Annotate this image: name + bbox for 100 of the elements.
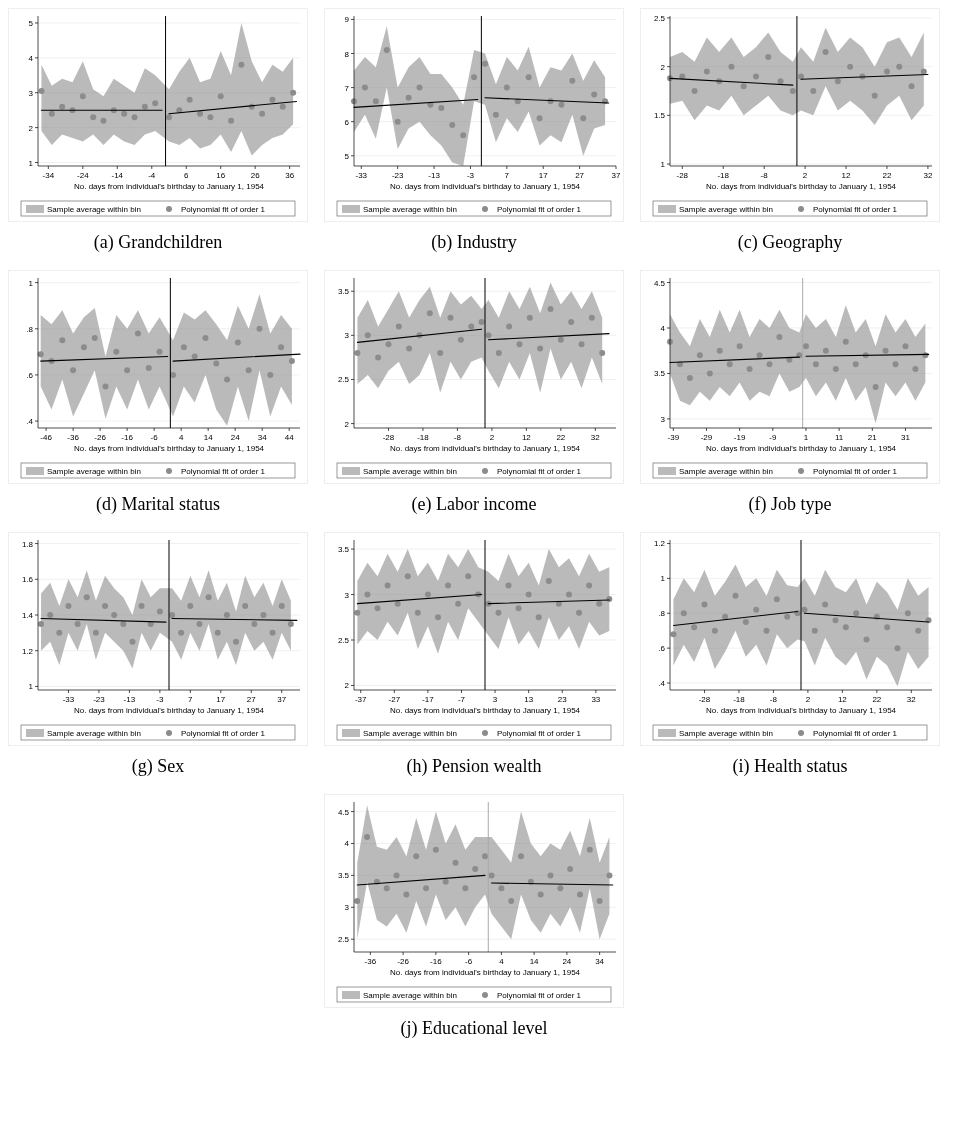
x-tick-label: -34 [42, 171, 55, 180]
x-tick-label: 13 [524, 695, 534, 704]
x-tick-label: 36 [285, 171, 295, 180]
y-tick-label: 1 [28, 158, 34, 168]
x-tick-label: -28 [382, 433, 395, 442]
text: (b) Industry [431, 232, 517, 253]
x-tick-label: 2 [802, 171, 808, 180]
text: Sample average within bin [679, 729, 773, 738]
x-tick-label: 22 [872, 695, 882, 704]
x-tick-label: 21 [867, 433, 878, 442]
y-tick-label: 2.5 [337, 636, 350, 645]
x-tick-label: 24 [562, 957, 572, 966]
y-tick-label: 3.5 [653, 369, 666, 379]
x-tick-label: -46 [40, 433, 53, 442]
x-axis-title: No. days from individual's birthday to January 1, 1954 [73, 182, 265, 191]
legend-label: Polynomial fit of order 1 [813, 729, 898, 738]
x-tick-label: 7 [504, 171, 510, 180]
x-tick-label: 26 [250, 171, 261, 180]
x-tick-label: 33 [591, 695, 601, 704]
y-tick-label: 1.5 [653, 111, 666, 121]
y-tick-label: 2 [344, 419, 350, 429]
x-tick-label: -16 [121, 433, 134, 442]
x-tick-label: -26 [94, 433, 107, 442]
x-axis-title: No. days from individual's birthday to January 1, 1954 [705, 444, 897, 453]
x-axis-title: No. days from individual's birthday to January 1, 1954 [389, 444, 581, 453]
x-tick-label: 17 [216, 695, 226, 704]
y-tick-label: 6 [344, 117, 350, 127]
y-tick-label: 1.8 [21, 539, 34, 549]
x-tick-label: 7 [188, 695, 194, 704]
x-tick-label: 22 [882, 171, 892, 180]
x-tick-label: -16 [430, 957, 443, 966]
x-tick-label: -14 [111, 171, 124, 180]
x-tick-label: 34 [595, 957, 605, 966]
legend-label: Polynomial fit of order 1 [813, 467, 898, 476]
x-tick-label: 24 [230, 433, 241, 442]
legend-label: Polynomial fit of order 1 [497, 205, 582, 214]
y-tick-label: 2 [660, 62, 666, 72]
legend-label: Polynomial fit of order 1 [181, 205, 266, 214]
y-tick-label: 5 [28, 18, 34, 28]
legend-label: Polynomial fit of order 1 [497, 991, 582, 1000]
text: (h) Pension wealth [406, 756, 542, 777]
x-tick-label: -3 [466, 171, 475, 180]
x-tick-label: -8 [453, 433, 462, 442]
y-tick-label: .4 [658, 679, 666, 689]
x-tick-label: 32 [590, 433, 601, 442]
y-tick-label: 4.5 [337, 807, 350, 817]
x-axis-title: No. days from individual's birthday to January 1, 1954 [73, 706, 265, 715]
x-tick-label: 17 [538, 171, 549, 180]
y-tick-label: 3.5 [337, 871, 350, 881]
y-tick-label: 8 [344, 49, 350, 59]
x-tick-label: 22 [556, 433, 566, 442]
y-tick-label: 5 [344, 151, 350, 161]
x-tick-label: 1 [803, 433, 809, 442]
text: Sample average within bin [679, 205, 773, 214]
y-tick-label: 4 [660, 324, 666, 333]
text: Sample average within bin [363, 729, 457, 738]
text: Sample average within bin [47, 467, 141, 476]
y-tick-label: .8 [26, 324, 34, 334]
x-axis-title: No. days from individual's birthday to January 1, 1954 [705, 706, 897, 715]
x-tick-label: 11 [834, 433, 844, 442]
x-tick-label: 12 [837, 695, 848, 704]
text: Sample average within bin [363, 991, 457, 1000]
text: Sample average within bin [363, 205, 457, 214]
y-tick-label: 1 [28, 278, 34, 288]
y-tick-label: 3 [344, 590, 350, 600]
y-tick-label: 3 [344, 903, 350, 913]
x-tick-label: 32 [923, 171, 933, 180]
x-tick-label: -29 [700, 433, 713, 442]
text: (i) Health status [732, 756, 848, 777]
x-tick-label: 16 [216, 171, 226, 180]
y-tick-label: 1 [28, 682, 34, 692]
x-tick-label: -19 [733, 433, 746, 442]
x-tick-label: -6 [465, 957, 473, 966]
legend-label: Polynomial fit of order 1 [497, 729, 582, 738]
y-tick-label: 1 [660, 160, 666, 170]
x-tick-label: 3 [492, 695, 498, 704]
legend-label: Polynomial fit of order 1 [813, 205, 898, 214]
y-tick-label: 3 [344, 331, 350, 341]
x-tick-label: -13 [428, 171, 441, 180]
x-axis-title: No. days from individual's birthday to January 1, 1954 [73, 444, 265, 453]
y-tick-label: .6 [26, 370, 34, 380]
x-tick-label: -33 [62, 695, 75, 704]
text: Sample average within bin [47, 205, 141, 214]
x-tick-label: -36 [364, 957, 377, 966]
legend-label: Polynomial fit of order 1 [497, 467, 582, 476]
x-tick-label: -33 [355, 171, 368, 180]
y-tick-label: 3.5 [337, 287, 350, 297]
x-tick-label: -28 [676, 171, 689, 180]
x-tick-label: 37 [277, 695, 287, 704]
y-tick-label: .4 [26, 417, 34, 427]
x-tick-label: 44 [284, 433, 295, 442]
text: (c) Geography [737, 232, 843, 253]
x-tick-label: 27 [575, 171, 585, 180]
text: (j) Educational level [400, 1018, 548, 1039]
x-tick-label: -6 [150, 433, 159, 442]
x-tick-label: 27 [246, 695, 257, 704]
x-tick-label: 12 [841, 171, 852, 180]
x-tick-label: 4 [178, 433, 184, 442]
x-tick-label: -3 [156, 695, 164, 704]
y-tick-label: 1.4 [21, 611, 34, 620]
